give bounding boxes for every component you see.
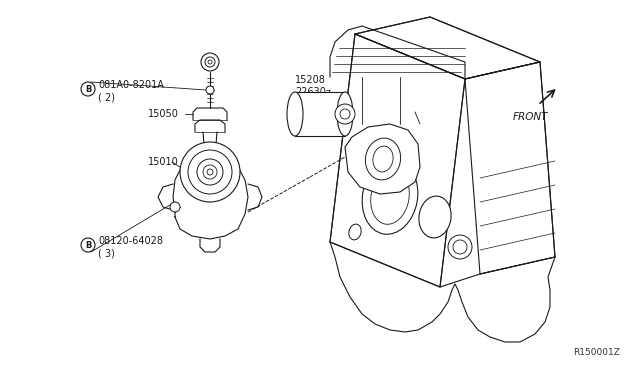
Text: ( 2): ( 2) [98,92,115,102]
Circle shape [207,169,213,175]
Circle shape [335,104,355,124]
Circle shape [203,165,217,179]
Circle shape [206,86,214,94]
Ellipse shape [371,170,410,224]
Circle shape [453,240,467,254]
Text: 22630ד: 22630ד [295,87,331,97]
Circle shape [448,235,472,259]
Ellipse shape [365,138,401,180]
Circle shape [201,53,219,71]
Bar [295,92,345,136]
Ellipse shape [362,160,418,234]
Polygon shape [330,34,465,287]
Circle shape [197,159,223,185]
Ellipse shape [419,196,451,238]
Circle shape [170,202,180,212]
Ellipse shape [349,224,361,240]
Text: 081A0-8201A: 081A0-8201A [98,80,164,90]
Circle shape [188,150,232,194]
Circle shape [208,60,212,64]
Text: B: B [85,84,91,93]
Text: 15010: 15010 [148,157,179,167]
Text: 15050: 15050 [148,109,179,119]
Circle shape [340,109,350,119]
Text: R150001Z: R150001Z [573,348,620,357]
Circle shape [180,142,240,202]
Circle shape [81,82,95,96]
Polygon shape [345,124,420,194]
Text: ( 3): ( 3) [98,248,115,258]
Ellipse shape [337,92,353,136]
Text: 08120-64028: 08120-64028 [98,236,163,246]
Ellipse shape [287,92,303,136]
Circle shape [81,238,95,252]
Polygon shape [465,62,555,274]
Ellipse shape [373,146,393,172]
Text: B: B [85,241,91,250]
Text: 15208: 15208 [295,75,326,85]
Circle shape [205,57,215,67]
Polygon shape [355,17,540,79]
Text: FRONT: FRONT [513,112,548,122]
